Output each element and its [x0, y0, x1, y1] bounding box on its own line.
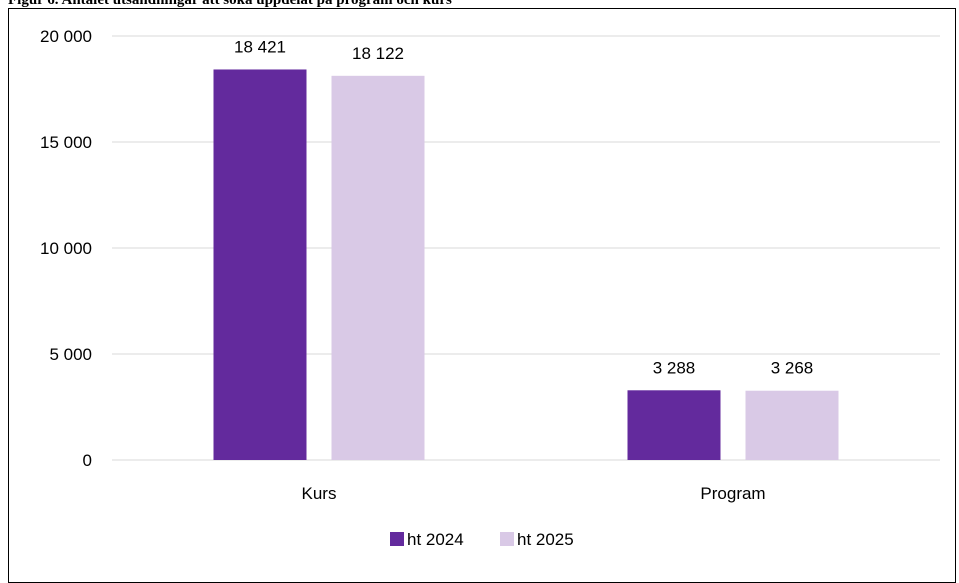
x-tick-label: Kurs — [302, 484, 337, 503]
legend-label: ht 2024 — [407, 530, 464, 549]
bar — [331, 75, 425, 460]
figure-title: Figur 6. Antalet utsändningar att söka u… — [8, 0, 452, 8]
legend-swatch — [390, 532, 404, 546]
data-label: 18 122 — [352, 44, 404, 63]
bar — [745, 390, 839, 460]
bar — [627, 390, 721, 460]
y-tick-label: 15 000 — [40, 133, 92, 152]
data-label: 18 421 — [234, 37, 286, 56]
y-tick-label: 5 000 — [49, 345, 92, 364]
legend-swatch — [500, 532, 514, 546]
y-tick-label: 0 — [83, 451, 92, 470]
y-tick-label: 20 000 — [40, 27, 92, 46]
x-tick-label: Program — [700, 484, 765, 503]
data-label: 3 288 — [653, 358, 696, 377]
data-label: 3 268 — [771, 359, 814, 378]
y-tick-label: 10 000 — [40, 239, 92, 258]
legend-label: ht 2025 — [517, 530, 574, 549]
bar — [213, 69, 307, 461]
